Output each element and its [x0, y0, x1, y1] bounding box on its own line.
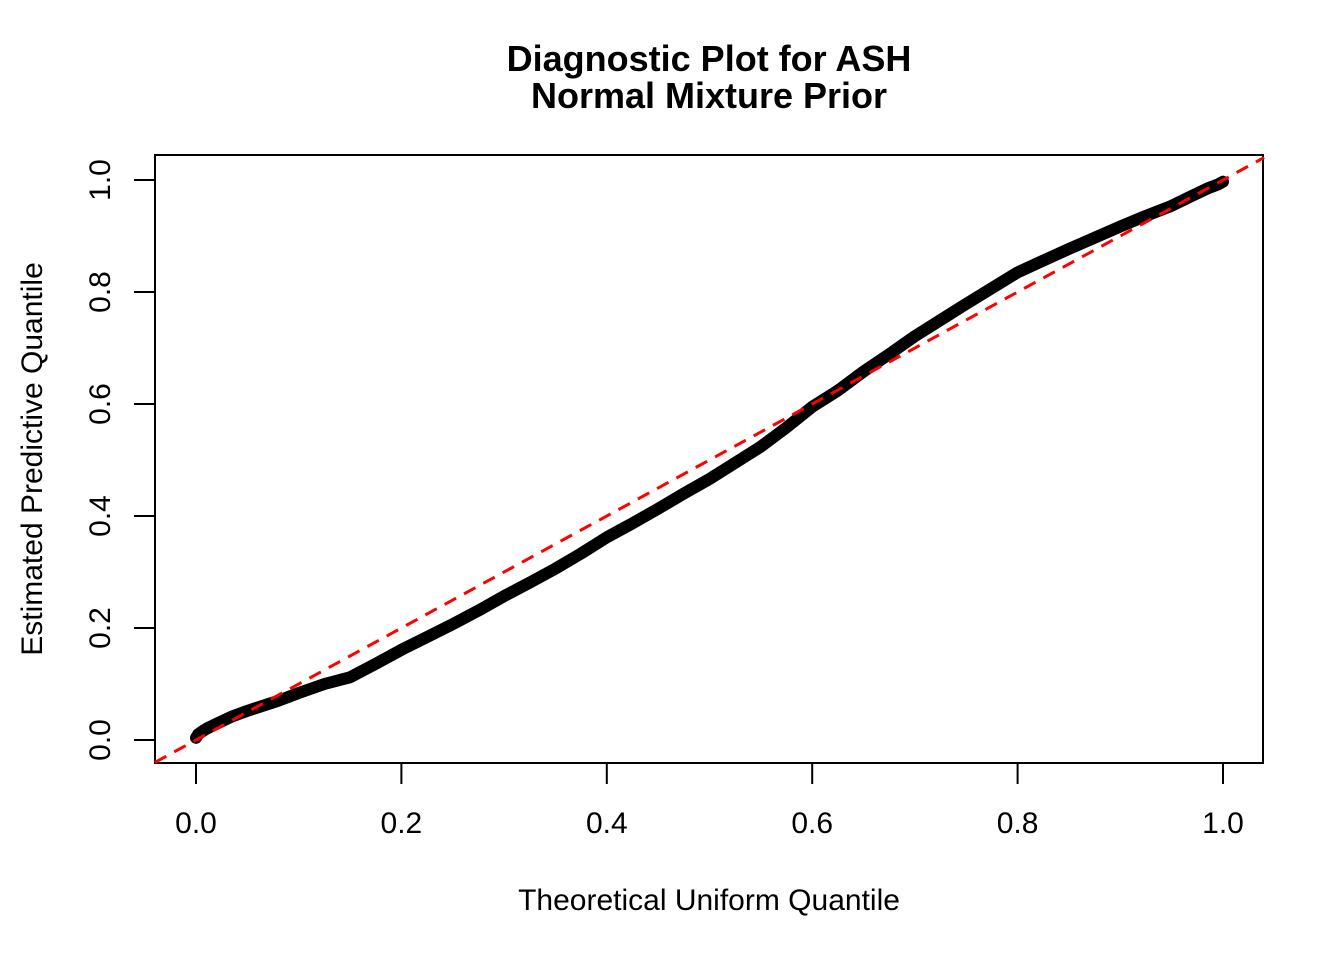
- x-axis-tick-label: 0.8: [997, 807, 1039, 840]
- y-axis-tick-label: 0.6: [84, 383, 117, 425]
- y-axis-title: Estimated Predictive Quantile: [16, 262, 49, 656]
- x-axis-title: Theoretical Uniform Quantile: [518, 884, 900, 917]
- y-axis-tick-label: 0.2: [84, 607, 117, 649]
- x-axis-tick-label: 0.2: [381, 807, 423, 840]
- plot-frame: [154, 154, 1264, 764]
- x-axis-tick-label: 0.6: [791, 807, 833, 840]
- x-axis-tick-label: 1.0: [1202, 807, 1244, 840]
- y-axis-tick-label: 0.0: [84, 719, 117, 761]
- x-axis-tick-label: 0.0: [175, 807, 217, 840]
- y-axis-tick-label: 0.4: [84, 495, 117, 537]
- chart-title: Diagnostic Plot for ASH Normal Mixture P…: [155, 40, 1263, 114]
- chart-title-line2: Normal Mixture Prior: [530, 75, 888, 116]
- chart-title-line1: Diagnostic Plot for ASH: [506, 38, 912, 79]
- y-axis-tick-label: 1.0: [84, 159, 117, 201]
- y-axis-tick-label: 0.8: [84, 271, 117, 313]
- x-axis-tick-label: 0.4: [586, 807, 628, 840]
- qq-curve: [190, 175, 1229, 744]
- reference-line: [154, 156, 1265, 764]
